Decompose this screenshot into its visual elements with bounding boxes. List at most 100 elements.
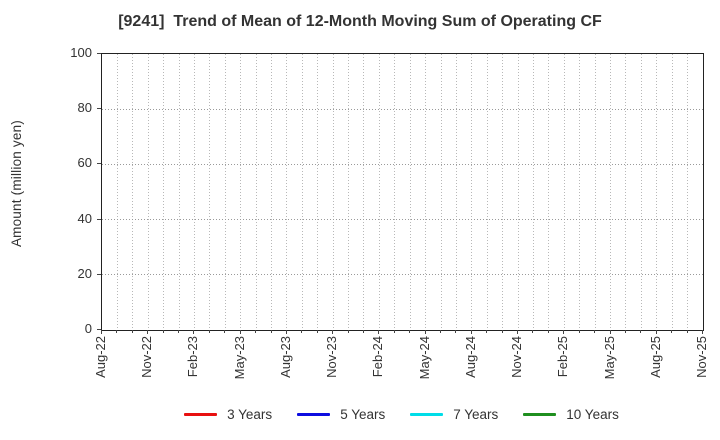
x-tick — [332, 330, 334, 334]
x-tick-label: Aug-25 — [647, 336, 663, 378]
x-tick — [270, 330, 272, 333]
y-tick-label: 60 — [77, 155, 92, 171]
x-tick — [655, 330, 657, 334]
y-tick — [97, 163, 101, 165]
x-tick-label: Aug-23 — [277, 336, 293, 378]
x-tick — [178, 330, 180, 333]
x-tick — [624, 330, 626, 333]
x-tick — [285, 330, 287, 334]
x-tick — [517, 330, 519, 334]
v-gridline — [178, 54, 180, 330]
x-tick — [409, 330, 411, 333]
x-tick — [609, 330, 611, 334]
legend-label: 10 Years — [566, 406, 619, 422]
v-gridline — [687, 54, 689, 330]
v-gridline — [579, 54, 581, 330]
v-gridline — [209, 54, 211, 330]
legend-item: 10 Years — [523, 407, 619, 422]
x-tick — [193, 330, 195, 334]
v-gridline — [301, 54, 303, 330]
x-tick — [393, 330, 395, 333]
h-gridline — [102, 108, 703, 110]
x-tick — [347, 330, 349, 333]
legend-label: 5 Years — [340, 406, 386, 422]
legend-line-swatch — [297, 412, 331, 416]
v-gridline — [224, 54, 226, 330]
y-tick — [97, 218, 101, 220]
x-tick — [486, 330, 488, 333]
y-axis: 0 20 40 60 80 100 — [0, 45, 101, 336]
h-gridline — [102, 219, 703, 221]
v-gridline — [193, 54, 195, 330]
x-tick — [686, 330, 688, 333]
v-gridline — [471, 54, 473, 330]
v-gridline — [394, 54, 396, 330]
legend-item: 7 Years — [410, 407, 498, 422]
legend: 3 Years 5 Years 7 Years 10 Years — [101, 403, 702, 425]
x-tick-label: Nov-24 — [509, 336, 525, 378]
v-gridline — [317, 54, 319, 330]
y-tick — [97, 329, 101, 330]
x-tick-label: May-23 — [231, 336, 247, 380]
v-gridline — [625, 54, 627, 330]
h-gridline — [102, 163, 703, 165]
x-tick — [362, 330, 364, 333]
x-tick — [424, 330, 426, 334]
x-tick — [501, 330, 503, 333]
legend-label: 3 Years — [227, 406, 273, 422]
x-tick-label: Nov-25 — [694, 336, 709, 378]
x-tick — [547, 330, 549, 333]
legend-line-swatch — [184, 412, 218, 416]
x-tick-label: Feb-23 — [185, 336, 201, 378]
x-tick — [255, 330, 257, 333]
x-tick — [594, 330, 596, 333]
x-tick — [640, 330, 642, 333]
x-tick — [316, 330, 318, 333]
x-tick — [131, 330, 133, 333]
x-tick-label: May-25 — [601, 336, 617, 380]
chart-title: [9241] Trend of Mean of 12-Month Moving … — [118, 13, 602, 30]
v-gridline — [425, 54, 427, 330]
legend-item: 5 Years — [297, 407, 385, 422]
v-gridline — [517, 54, 519, 330]
v-gridline — [563, 54, 565, 330]
x-tick — [470, 330, 472, 334]
v-gridline — [486, 54, 488, 330]
v-gridline — [116, 54, 118, 330]
x-tick — [101, 330, 102, 334]
y-tick — [97, 53, 101, 54]
v-gridline — [163, 54, 165, 330]
y-tick-label: 100 — [70, 45, 92, 60]
legend-line-swatch — [523, 412, 557, 416]
x-tick-label: Nov-22 — [139, 336, 155, 378]
y-tick-label: 40 — [77, 210, 92, 226]
v-gridline — [502, 54, 504, 330]
x-tick — [578, 330, 580, 333]
x-tick — [147, 330, 149, 334]
v-gridline — [671, 54, 673, 330]
v-gridline — [455, 54, 457, 330]
v-gridline — [378, 54, 380, 330]
x-tick — [224, 330, 226, 333]
y-tick-label: 0 — [84, 321, 92, 336]
x-tick — [239, 330, 241, 334]
v-gridline — [132, 54, 134, 330]
x-tick — [162, 330, 164, 333]
x-tick-label: Feb-24 — [370, 336, 386, 378]
v-gridline — [348, 54, 350, 330]
x-tick-label: Feb-25 — [555, 336, 571, 378]
v-gridline — [656, 54, 658, 330]
legend-label: 7 Years — [453, 406, 499, 422]
x-tick — [378, 330, 380, 334]
x-tick — [702, 330, 703, 334]
x-tick — [208, 330, 210, 333]
v-gridline — [286, 54, 288, 330]
y-tick — [97, 108, 101, 110]
v-gridline — [610, 54, 612, 330]
x-tick — [671, 330, 673, 333]
v-gridline — [332, 54, 334, 330]
v-gridline — [255, 54, 257, 330]
x-tick-label: May-24 — [416, 336, 432, 380]
v-gridline — [440, 54, 442, 330]
